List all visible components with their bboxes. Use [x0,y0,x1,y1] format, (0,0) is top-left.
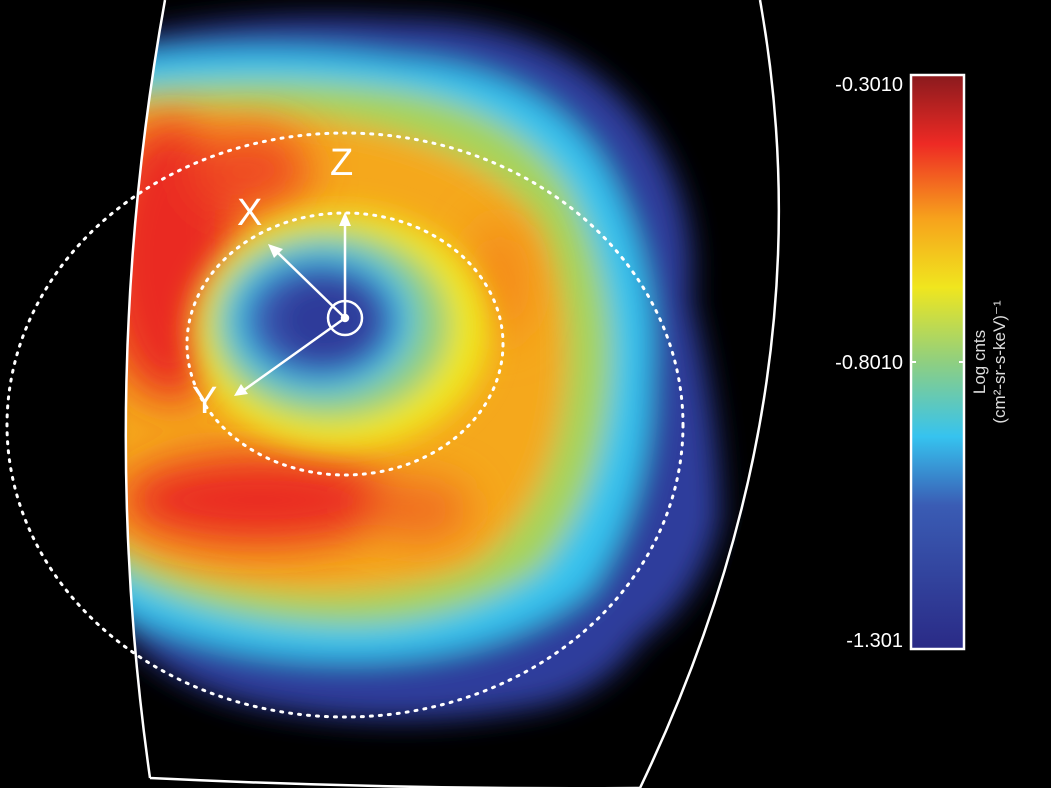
colorbar-tick-min: -1.301 [846,630,903,652]
y-axis-label: Y [192,380,218,422]
intensity-field [125,17,720,720]
x-axis-label: X [237,192,263,234]
outer-dotted-circle [5,131,685,719]
inner-dotted-circle [185,211,505,477]
colorbar-label-line1: Log cnts [970,329,989,395]
coordinate-axes [234,212,364,396]
region-high [370,480,470,540]
colorbar-tick-mid: -0.8010 [835,352,903,374]
colorbar-tick-max: -0.3010 [835,74,903,96]
region-center-low [275,280,375,360]
region-high [125,455,400,545]
region-high [190,130,310,210]
colorbar [909,73,966,651]
colorbar-label-line2: (cm²-sr-s-keV)⁻¹ [990,300,1009,424]
map-boundary [124,0,781,788]
colorbar-label: Log cnts (cm²-sr-s-keV)⁻¹ [970,300,1010,423]
z-axis-label: Z [330,142,354,184]
